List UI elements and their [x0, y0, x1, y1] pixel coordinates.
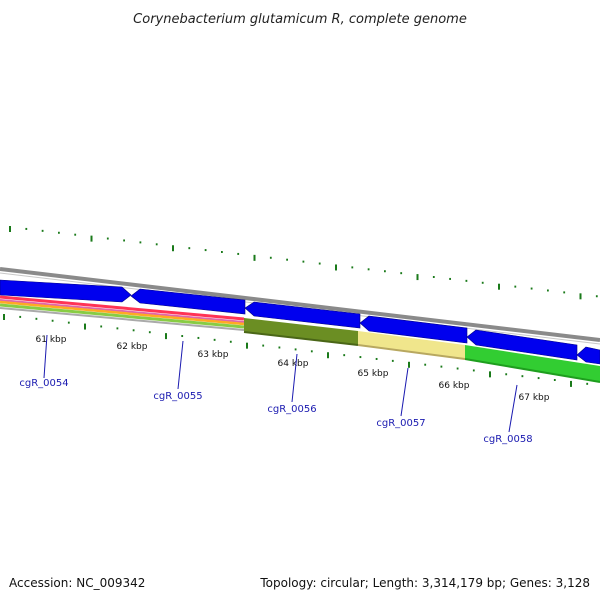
gene-band-green[interactable]	[465, 345, 600, 382]
gene-band-green-edge	[464, 358, 600, 383]
backbone-outer	[0, 267, 600, 342]
gene-label-leader	[177, 340, 184, 390]
gene-label[interactable]: cgR_0056	[267, 404, 316, 415]
kbp-label: 67 kbp	[519, 393, 550, 403]
stripe-pink	[0, 299, 245, 323]
kbp-label: 63 kbp	[198, 350, 229, 360]
cds-arrow[interactable]	[466, 329, 578, 361]
gene-band-khaki[interactable]	[358, 331, 465, 359]
cds-arrow[interactable]	[576, 346, 600, 365]
feature-stripes	[0, 295, 245, 331]
gene-label[interactable]: cgR_0058	[483, 434, 532, 445]
scale-ticks	[3, 314, 589, 387]
gene-label-leader	[43, 334, 48, 379]
cds-arrow[interactable]	[244, 301, 361, 329]
gene-band-khaki-edge	[357, 344, 466, 360]
kbp-label: 65 kbp	[358, 369, 389, 379]
gene-labels: cgR_0054 cgR_0055 cgR_0056 cgR_0057 cgR_…	[19, 334, 533, 445]
cds-track	[0, 279, 600, 365]
gene-label[interactable]: cgR_0057	[376, 418, 425, 429]
gene-label-leader	[400, 367, 409, 417]
map-title: Corynebacterium glutamicum R, complete g…	[133, 12, 467, 27]
gene-band-olive-edge	[243, 331, 359, 346]
kbp-label: 62 kbp	[117, 342, 148, 352]
gene-band-olive[interactable]	[244, 318, 358, 345]
stripe-lightgreen	[0, 303, 245, 329]
cds-arrow[interactable]	[359, 315, 468, 344]
genome-summary-text: Topology: circular; Length: 3,314,179 bp…	[260, 576, 590, 590]
cds-arrow[interactable]	[0, 279, 132, 303]
stripe-red	[0, 295, 245, 321]
gene-label-leader	[508, 384, 518, 433]
stripe-grey	[0, 307, 245, 331]
gene-bands	[243, 318, 600, 383]
gene-label[interactable]: cgR_0054	[19, 378, 68, 389]
gc-content-ticks	[9, 226, 598, 300]
kbp-label: 64 kbp	[278, 359, 309, 369]
kbp-scale-labels: 61 kbp 62 kbp 63 kbp 64 kbp 65 kbp 66 kb…	[36, 335, 550, 403]
gene-label-leader	[291, 353, 298, 403]
gene-label[interactable]: cgR_0055	[153, 391, 202, 402]
kbp-label: 61 kbp	[36, 335, 67, 345]
kbp-label: 66 kbp	[439, 381, 470, 391]
cds-arrow[interactable]	[130, 288, 246, 315]
stripe-orange	[0, 300, 245, 326]
accession-text: Accession: NC_009342	[9, 576, 146, 590]
